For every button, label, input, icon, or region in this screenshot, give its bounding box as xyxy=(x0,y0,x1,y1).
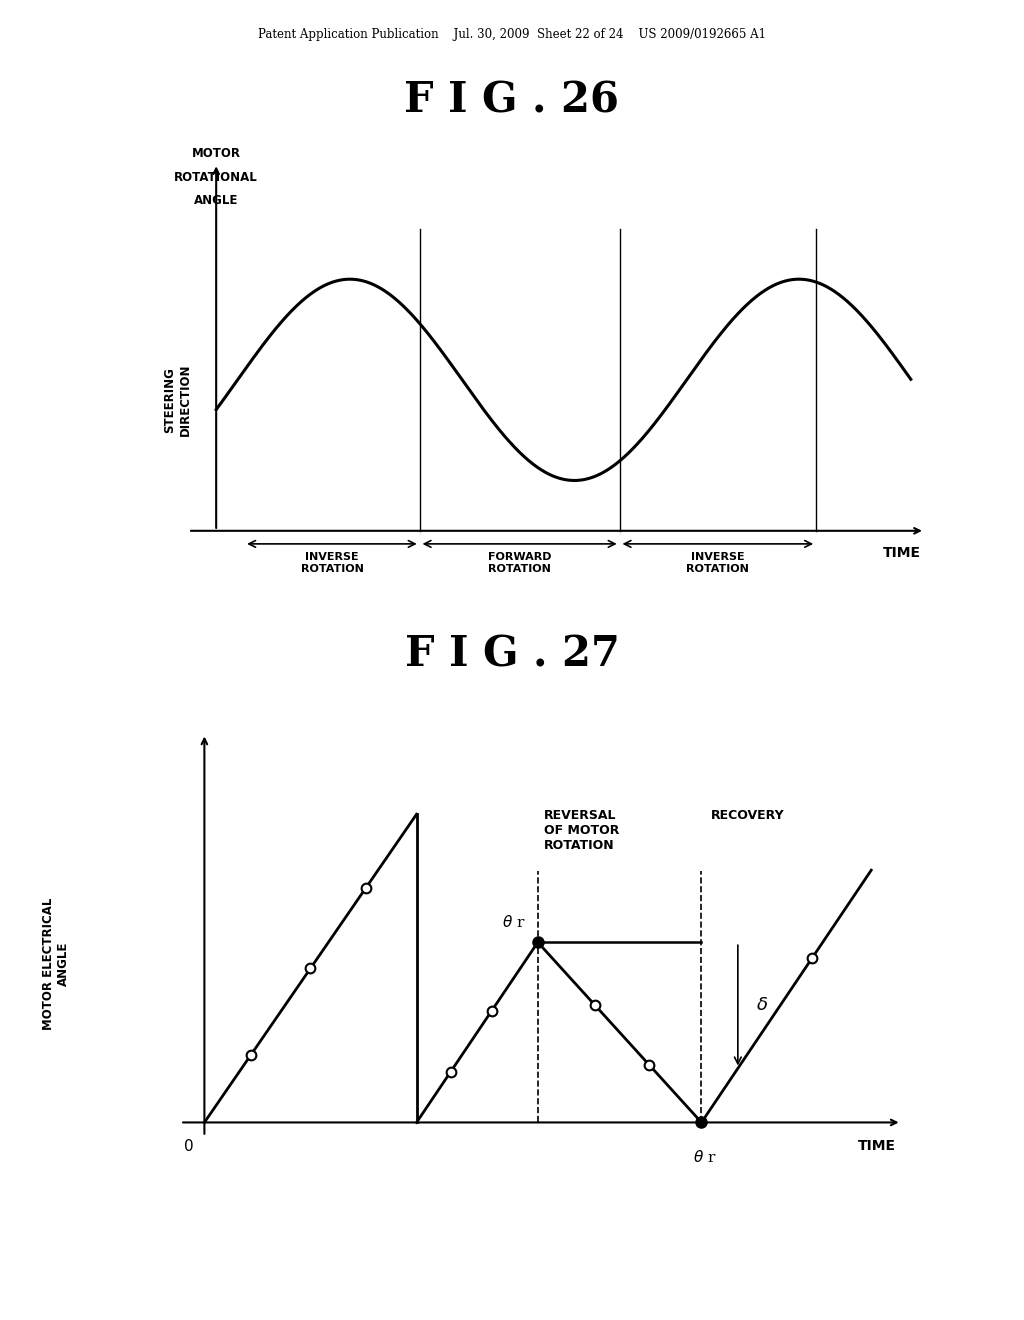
Text: INVERSE
ROTATION: INVERSE ROTATION xyxy=(300,552,364,574)
Text: $\theta$ r: $\theta$ r xyxy=(502,915,525,931)
Text: ANGLE: ANGLE xyxy=(194,194,239,207)
Text: RECOVERY: RECOVERY xyxy=(711,809,784,822)
Text: TIME: TIME xyxy=(857,1139,895,1154)
Text: $\theta$ r: $\theta$ r xyxy=(693,1148,716,1164)
Text: F I G . 27: F I G . 27 xyxy=(404,634,620,676)
Text: F I G . 26: F I G . 26 xyxy=(404,79,620,121)
Text: $\delta$: $\delta$ xyxy=(756,997,768,1014)
Text: TIME: TIME xyxy=(884,546,922,560)
Text: Patent Application Publication    Jul. 30, 2009  Sheet 22 of 24    US 2009/01926: Patent Application Publication Jul. 30, … xyxy=(258,28,766,41)
Text: REVERSAL
OF MOTOR
ROTATION: REVERSAL OF MOTOR ROTATION xyxy=(544,809,620,853)
Text: STEERING
DIRECTION: STEERING DIRECTION xyxy=(164,364,191,436)
Text: FORWARD
ROTATION: FORWARD ROTATION xyxy=(487,552,551,574)
Text: 0: 0 xyxy=(184,1139,194,1154)
Text: ROTATIONAL: ROTATIONAL xyxy=(174,170,258,183)
Text: INVERSE
ROTATION: INVERSE ROTATION xyxy=(686,552,750,574)
Text: MOTOR: MOTOR xyxy=(191,148,241,161)
Text: MOTOR ELECTRICAL
ANGLE: MOTOR ELECTRICAL ANGLE xyxy=(42,898,71,1030)
